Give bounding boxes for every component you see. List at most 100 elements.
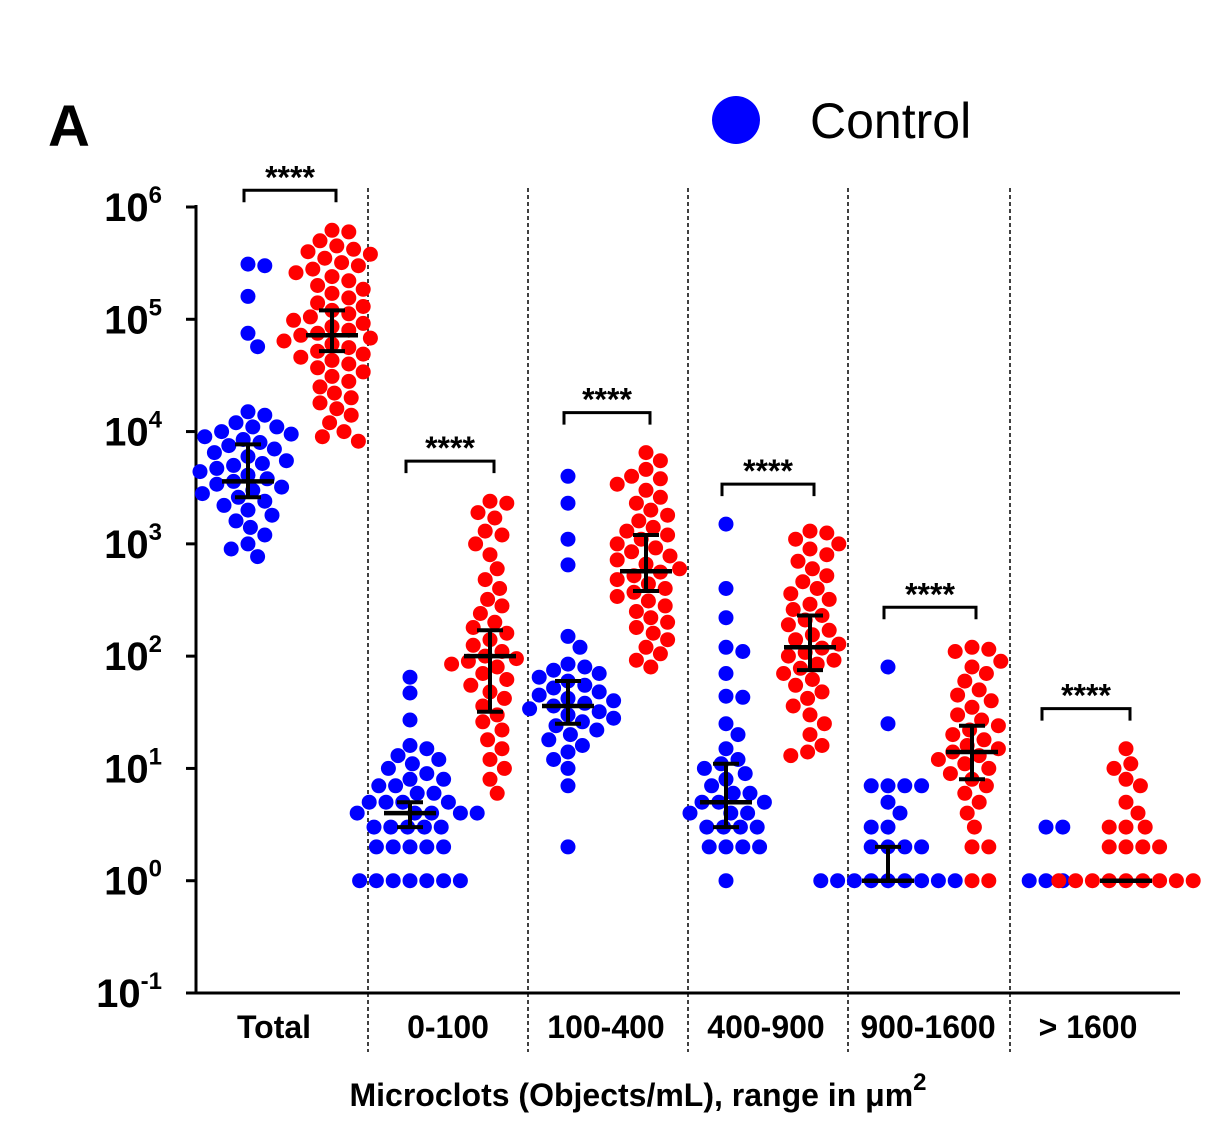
group-4-control-point-4 xyxy=(718,639,734,655)
category-separators xyxy=(367,188,1011,1052)
group-4-control-point-22 xyxy=(756,794,772,810)
group-4-control-point-5 xyxy=(735,644,751,659)
group-2-control-point-39 xyxy=(436,873,452,889)
group-3-patient-point-35 xyxy=(660,614,676,630)
group-1-control-point-31 xyxy=(194,486,210,502)
category-label-2: 0-100 xyxy=(407,1009,489,1045)
axes xyxy=(186,205,1180,995)
group-1-control-point-1 xyxy=(240,256,256,272)
group-2-patient-point-7 xyxy=(468,536,484,552)
group-2-control-point-3 xyxy=(402,712,418,728)
group-3-control-point-21 xyxy=(522,701,538,717)
group-3-patient-point-18 xyxy=(648,540,664,556)
group-2-patient-point-11 xyxy=(492,581,508,596)
group-5-patient-point-25 xyxy=(942,766,958,782)
group-1-patient-point-44 xyxy=(326,385,342,401)
y-tick-exponent: 5 xyxy=(149,294,162,321)
group-3-patient-point-38 xyxy=(660,632,676,648)
group-1-patient-point-10 xyxy=(350,258,366,274)
group-3-control-point-19 xyxy=(577,695,593,711)
group-6-significance-bracket xyxy=(1040,707,1132,721)
group-2-patient-point-27 xyxy=(499,672,515,687)
group-4-patient-point-38 xyxy=(814,738,830,753)
group-2-patient-point-19 xyxy=(465,637,481,653)
group-4-points xyxy=(682,516,847,889)
group-4-control-point-27 xyxy=(732,819,748,835)
y-tick-label-2: 102 xyxy=(104,631,162,679)
group-5-control-point-6 xyxy=(914,778,930,794)
group-4-control-point-34 xyxy=(718,873,734,889)
group-3-patient-point-3 xyxy=(638,461,654,477)
group-3-patient-point-1 xyxy=(638,445,654,461)
group-3-control-point-2 xyxy=(560,495,576,511)
group-4-control-point-29 xyxy=(749,819,765,835)
group-4-control-point-24 xyxy=(740,805,756,821)
group-1-patient-point-18 xyxy=(341,290,357,306)
group-4-patient-point-20 xyxy=(804,627,820,643)
group-1-patient-point-7 xyxy=(362,246,378,262)
legend-control-label: Control xyxy=(810,93,971,149)
group-4-patient-point-40 xyxy=(783,748,799,764)
y-tick-base: 10 xyxy=(104,523,149,567)
group-1-significance-bracket xyxy=(242,188,338,203)
group-2-patient-point-37 xyxy=(482,752,498,767)
group-1-patient-point-37 xyxy=(324,352,340,368)
group-6-significance-label: **** xyxy=(1061,678,1111,714)
group-3-control-point-29 xyxy=(541,732,557,748)
group-4-patient-point-11 xyxy=(809,581,825,596)
group-6-patient-point-22 xyxy=(1185,873,1201,889)
y-tick-exponent: 6 xyxy=(149,182,162,209)
group-4-patient-point-37 xyxy=(802,727,818,743)
group-4-patient-point-4 xyxy=(831,536,847,552)
group-3-control-point-34 xyxy=(560,778,576,794)
group-4-control-point-8 xyxy=(735,689,751,705)
group-3-control-point-5 xyxy=(560,628,576,644)
group-5-control-point-1 xyxy=(880,659,896,675)
group-3-control-point-7 xyxy=(560,656,576,672)
y-tick-exponent: 2 xyxy=(149,631,162,658)
group-5-control-point-21 xyxy=(830,873,846,889)
group-3-patient-point-19 xyxy=(624,544,640,560)
group-3-control-point-32 xyxy=(546,752,562,767)
group-3-patient-point-11 xyxy=(660,507,676,523)
group-4-control-point-32 xyxy=(701,839,717,855)
group-2-control-point-27 xyxy=(416,819,432,835)
group-4-patient-point-31 xyxy=(788,677,804,693)
group-5-significance-bracket xyxy=(882,605,978,620)
group-3-patient-point-20 xyxy=(662,548,678,564)
group-1-control-point-33 xyxy=(257,493,273,509)
y-tick-exponent: -1 xyxy=(141,968,162,995)
group-6-patient-point-23 xyxy=(1051,873,1067,889)
group-1-patient-point-2 xyxy=(341,224,357,240)
group-2-patient-point-8 xyxy=(482,547,498,563)
y-tick-label-1: 101 xyxy=(104,743,162,791)
y-tick-label-6: 106 xyxy=(104,182,162,230)
group-3-control-point-24 xyxy=(606,710,622,726)
group-2-control-point-20 xyxy=(361,794,377,810)
group-3-patient-point-26 xyxy=(609,572,625,588)
group-4-patient-point-30 xyxy=(804,672,820,687)
group-2-significance-bracket xyxy=(404,459,496,474)
group-6-control-point-5 xyxy=(1021,873,1037,889)
group-3-control-point-10 xyxy=(591,666,607,681)
group-1-patient-point-11 xyxy=(305,261,321,277)
legend: Control xyxy=(712,93,971,149)
group-1-control-point-18 xyxy=(206,445,222,461)
group-4-patient-point-2 xyxy=(819,525,835,541)
group-4-patient-point-7 xyxy=(790,553,806,569)
group-4-control-point-30 xyxy=(718,839,734,855)
group-5-patient-point-12 xyxy=(950,707,966,723)
group-2-control-point-12 xyxy=(436,771,452,787)
group-1-patient-point-4 xyxy=(329,238,345,254)
group-5-control-point-7 xyxy=(880,794,896,810)
group-4-patient-point-39 xyxy=(800,744,816,760)
category-label-4: 400-900 xyxy=(707,1009,824,1045)
group-1-patient-point-16 xyxy=(355,281,371,297)
group-1-patient-point-5 xyxy=(346,241,362,257)
group-6-patient-point-21 xyxy=(1068,873,1084,889)
group-4-patient-point-34 xyxy=(785,698,801,714)
y-tick-base: 10 xyxy=(96,972,141,1016)
group-1-patient-point-17 xyxy=(324,285,340,301)
group-1-patient-point-45 xyxy=(343,390,359,406)
group-4-patient-point-29 xyxy=(776,666,792,681)
